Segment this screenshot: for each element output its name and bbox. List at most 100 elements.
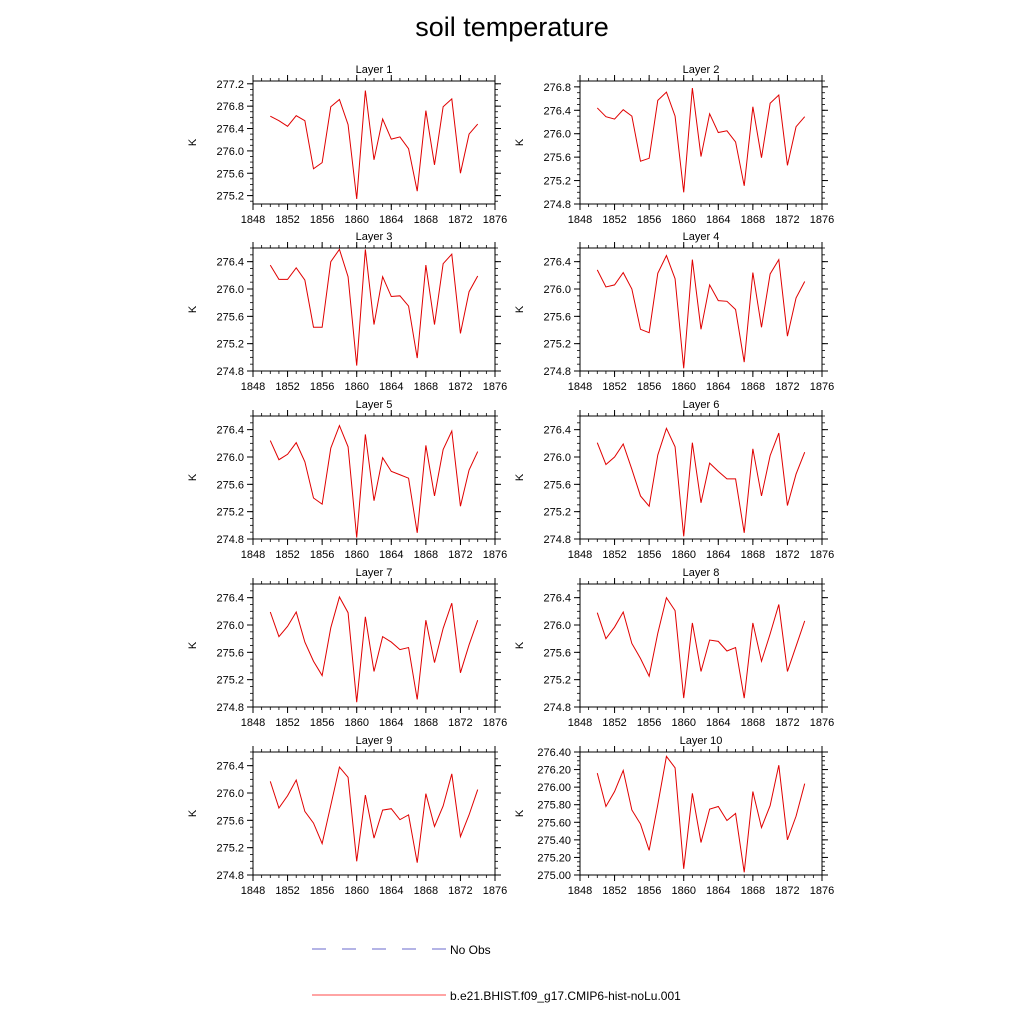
y-tick-label-layer-10: 275.00 (537, 870, 571, 882)
y-tick-label-layer-3: 276.0 (216, 284, 244, 296)
x-tick-label-layer-7: 1848 (241, 717, 265, 729)
chart-title-layer-6: Layer 6 (683, 399, 720, 411)
x-tick-label-layer-7: 1876 (483, 717, 507, 729)
x-tick-label-layer-8: 1852 (602, 717, 626, 729)
y-tick-label-layer-2: 275.6 (543, 152, 571, 164)
y-tick-label-layer-6: 276.4 (543, 425, 571, 437)
y-tick-label-layer-9: 275.6 (216, 815, 244, 827)
x-tick-label-layer-4: 1860 (671, 381, 695, 393)
y-tick-label-layer-10: 275.60 (537, 817, 571, 829)
y-tick-label-layer-3: 276.4 (216, 257, 244, 269)
series-line-layer-1 (270, 90, 479, 200)
x-tick-label-layer-10: 1864 (706, 885, 730, 897)
x-tick-label-layer-9: 1856 (310, 885, 334, 897)
series-line-layer-9 (269, 765, 479, 863)
chart-layer-1: Layer 1 K 1848 1852 1856 1860 1864 1868 1872 1876… (187, 64, 507, 226)
x-tick-label-layer-7: 1864 (379, 717, 403, 729)
x-tick-label-layer-4: 1852 (602, 381, 626, 393)
y-tick-label-layer-9: 274.8 (216, 870, 244, 882)
series-line-layer-10 (596, 755, 806, 873)
y-axis-label-layer-1: K (187, 138, 199, 146)
chart-layer-9: Layer 9 K 1848 1852 1856 1860 1864 1868 1872 1876… (187, 735, 507, 897)
x-tick-label-layer-8: 1856 (637, 717, 661, 729)
y-axis-label-layer-9: K (187, 809, 199, 817)
x-tick-label-layer-8: 1864 (706, 717, 730, 729)
chart-title-layer-5: Layer 5 (356, 399, 393, 411)
y-tick-label-layer-10: 276.00 (537, 782, 571, 794)
y-tick-label-layer-8: 275.6 (543, 647, 571, 659)
x-tick-label-layer-2: 1856 (637, 214, 661, 226)
y-axis-label-layer-6: K (514, 473, 526, 481)
y-tick-label-layer-5: 275.2 (216, 507, 244, 519)
x-tick-label-layer-10: 1848 (568, 885, 592, 897)
x-tick-label-layer-3: 1872 (448, 381, 472, 393)
x-tick-label-layer-9: 1860 (344, 885, 368, 897)
x-tick-label-layer-5: 1848 (241, 549, 265, 561)
x-tick-label-layer-6: 1852 (602, 549, 626, 561)
x-tick-label-layer-10: 1868 (741, 885, 765, 897)
x-tick-label-layer-10: 1876 (810, 885, 834, 897)
x-tick-label-layer-5: 1868 (414, 549, 438, 561)
x-tick-label-layer-4: 1864 (706, 381, 730, 393)
chart-layer-5: Layer 5 K 1848 1852 1856 1860 1864 1868 1872 1876… (187, 399, 507, 561)
y-tick-label-layer-1: 277.2 (216, 79, 244, 91)
y-axis-label-layer-3: K (187, 305, 199, 313)
x-tick-label-layer-1: 1876 (483, 214, 507, 226)
plot-frame-layer-4 (579, 247, 823, 372)
x-tick-label-layer-2: 1864 (706, 214, 730, 226)
x-tick-label-layer-2: 1872 (775, 214, 799, 226)
x-tick-label-layer-9: 1876 (483, 885, 507, 897)
plot-frame-layer-2 (579, 80, 823, 205)
y-tick-label-layer-10: 276.40 (537, 747, 571, 759)
series-line-layer-8 (596, 596, 806, 699)
x-tick-label-layer-5: 1852 (275, 549, 299, 561)
y-tick-label-layer-7: 275.6 (216, 647, 244, 659)
x-tick-label-layer-6: 1860 (671, 549, 695, 561)
x-tick-label-layer-9: 1864 (379, 885, 403, 897)
x-tick-label-layer-10: 1872 (775, 885, 799, 897)
y-axis-label-layer-4: K (514, 305, 526, 313)
y-tick-label-layer-2: 274.8 (543, 199, 571, 211)
x-tick-label-layer-3: 1852 (275, 381, 299, 393)
plot-frame-layer-10 (579, 751, 823, 876)
x-tick-label-layer-9: 1872 (448, 885, 472, 897)
y-tick-label-layer-6: 275.6 (543, 479, 571, 491)
y-tick-label-layer-10: 275.20 (537, 852, 571, 864)
x-tick-label-layer-6: 1856 (637, 549, 661, 561)
x-tick-label-layer-1: 1852 (275, 214, 299, 226)
y-tick-label-layer-10: 275.80 (537, 800, 571, 812)
y-tick-label-layer-8: 276.0 (543, 620, 571, 632)
x-tick-label-layer-1: 1860 (344, 214, 368, 226)
y-tick-label-layer-6: 276.0 (543, 452, 571, 464)
x-tick-label-layer-4: 1848 (568, 381, 592, 393)
y-tick-label-layer-5: 276.0 (216, 452, 244, 464)
y-tick-label-layer-2: 276.4 (543, 105, 571, 117)
plot-frame-layer-7 (252, 583, 496, 708)
x-tick-label-layer-3: 1876 (483, 381, 507, 393)
x-tick-label-layer-10: 1860 (671, 885, 695, 897)
y-tick-label-layer-7: 276.4 (216, 593, 244, 605)
x-tick-label-layer-2: 1860 (671, 214, 695, 226)
y-tick-label-layer-4: 274.8 (543, 366, 571, 378)
x-tick-label-layer-1: 1864 (379, 214, 403, 226)
chart-layer-2: Layer 2 K 1848 1852 1856 1860 1864 1868 1872 1876… (514, 64, 834, 226)
x-tick-label-layer-8: 1868 (741, 717, 765, 729)
chart-layer-3: Layer 3 K 1848 1852 1856 1860 1864 1868 1872 1876… (187, 231, 507, 393)
x-tick-label-layer-8: 1848 (568, 717, 592, 729)
x-tick-label-layer-2: 1848 (568, 214, 592, 226)
y-tick-label-layer-9: 276.0 (216, 788, 244, 800)
y-tick-label-layer-7: 276.0 (216, 620, 244, 632)
x-tick-label-layer-9: 1868 (414, 885, 438, 897)
series-line-layer-3 (269, 248, 479, 366)
y-tick-label-layer-10: 276.20 (537, 765, 571, 777)
y-axis-label-layer-8: K (514, 641, 526, 649)
x-tick-label-layer-6: 1872 (775, 549, 799, 561)
x-tick-label-layer-1: 1872 (448, 214, 472, 226)
x-tick-label-layer-4: 1876 (810, 381, 834, 393)
y-tick-label-layer-1: 275.2 (216, 191, 244, 203)
x-tick-label-layer-5: 1864 (379, 549, 403, 561)
plot-frame-layer-3 (252, 247, 496, 372)
series-line-layer-4 (596, 254, 806, 369)
x-tick-label-layer-4: 1872 (775, 381, 799, 393)
